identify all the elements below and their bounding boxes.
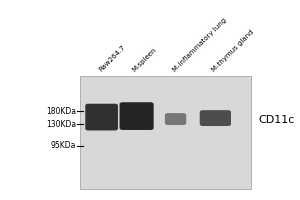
Text: M-thymus gland: M-thymus gland: [211, 28, 255, 73]
FancyBboxPatch shape: [200, 110, 231, 126]
FancyBboxPatch shape: [85, 104, 118, 130]
Text: 180KDa: 180KDa: [46, 107, 76, 116]
FancyBboxPatch shape: [165, 113, 186, 125]
Text: M-spleen: M-spleen: [131, 46, 158, 73]
Text: CD11c: CD11c: [258, 115, 294, 125]
Text: 130KDa: 130KDa: [46, 120, 76, 129]
FancyBboxPatch shape: [119, 102, 154, 130]
Text: 95KDa: 95KDa: [51, 141, 76, 150]
Text: Raw264.7: Raw264.7: [98, 44, 126, 73]
Bar: [80, 76, 251, 189]
Text: M-inflammatory lung: M-inflammatory lung: [171, 17, 227, 73]
